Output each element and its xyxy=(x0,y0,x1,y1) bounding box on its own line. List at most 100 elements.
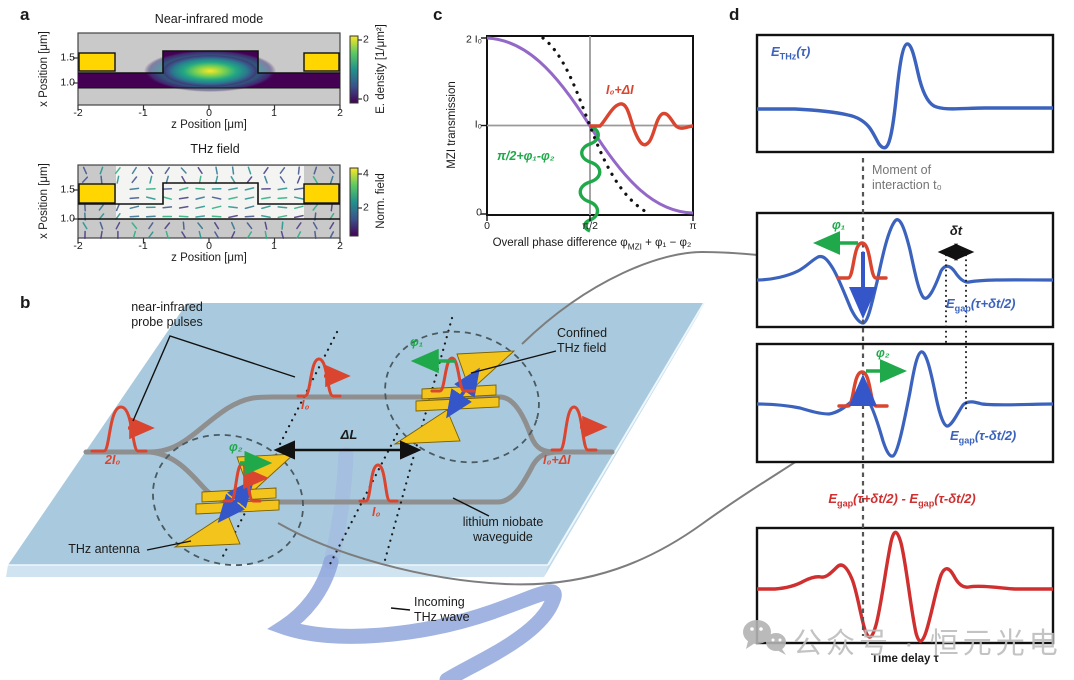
panel-label-a: a xyxy=(20,5,30,24)
plot-title: Near-infrared mode xyxy=(154,12,264,26)
red-wavelet-label: I₀+ΔI xyxy=(606,83,634,97)
waveform-boxes xyxy=(755,33,1055,645)
incoming-thz-wave xyxy=(267,447,562,680)
egap-plus-label: Egap(τ+δt/2) xyxy=(946,296,1016,314)
output-intensity: I₀+ΔI xyxy=(543,453,571,467)
incoming-thz-label: THz wave xyxy=(414,610,470,624)
x-tick: π/2 xyxy=(581,220,599,232)
difference-waveform xyxy=(757,530,1053,643)
x-tick: 2 xyxy=(337,107,343,119)
delta-t-guides xyxy=(945,249,967,413)
pulse-antenna-upper xyxy=(430,356,476,393)
sampling-pulse-plus xyxy=(836,241,888,280)
x-tick: 1 xyxy=(271,240,277,252)
nir-mode-plot xyxy=(73,32,362,110)
time-delay-label: Time delay τ xyxy=(871,653,939,665)
lower-intensity: I₀ xyxy=(372,505,381,519)
y-axis-label: MZI transmission xyxy=(445,81,458,169)
confined-field-arrow-upper xyxy=(446,367,480,419)
quiver-arrows xyxy=(81,166,335,240)
x-tick: -1 xyxy=(138,240,148,252)
colorbar-tick: 4 xyxy=(363,167,369,180)
x-tick: 0 xyxy=(206,107,212,119)
colorbar-label: E. density [1/μm²] xyxy=(374,24,387,114)
egap-minus-waveform xyxy=(756,350,1054,458)
y-tick: 0 xyxy=(476,206,482,219)
pulse-output xyxy=(550,405,598,452)
plot-title: THz field xyxy=(190,142,240,156)
phi2-label: φ₂ xyxy=(229,440,243,454)
waveguide-label: lithium niobate xyxy=(462,515,544,529)
colorbar-norm-field xyxy=(349,167,362,237)
red-wavelet xyxy=(590,102,694,147)
y-tick: 1.5 xyxy=(60,51,75,64)
antenna-ellipses xyxy=(152,330,540,567)
electrode-right xyxy=(303,183,340,204)
electrode-right xyxy=(303,52,340,72)
y-axis-label: x Position [μm] xyxy=(37,31,50,107)
phi2-label: φ₂ xyxy=(876,346,890,360)
x-tick: 1 xyxy=(271,107,277,119)
colorbar-tick: 0 xyxy=(363,92,369,105)
colorbar-tick: 2 xyxy=(363,201,369,214)
incoming-thz-label: Incoming xyxy=(414,595,465,609)
panel-label-b: b xyxy=(20,293,31,312)
input-intensity: 2I₀ xyxy=(105,453,121,467)
ethz-waveform xyxy=(757,42,1053,150)
panel-label-c: c xyxy=(433,5,443,24)
egap-minus-label: Egap(τ-δt/2) xyxy=(950,428,1017,446)
wechat-icon xyxy=(743,620,786,655)
confined-thz-label: Confined xyxy=(557,326,608,340)
pulse-input xyxy=(90,405,148,453)
x-tick: 0 xyxy=(484,220,490,232)
confined-thz-label: THz field xyxy=(557,341,607,355)
x-axis-label: z Position [μm] xyxy=(171,252,247,264)
difference-label: Egap(τ+δt/2) - Egap(τ-δt/2) xyxy=(828,491,976,509)
ethz-trace-label: ETHz(τ) xyxy=(771,44,811,62)
phi1-label: φ₁ xyxy=(832,218,846,232)
thz-field-plot xyxy=(73,164,362,243)
green-wavelet-label: π/2+φ₁-φ₂ xyxy=(497,149,555,163)
moment-label: Moment of xyxy=(872,163,932,177)
x-tick: -2 xyxy=(73,240,83,252)
egap-plus-waveform xyxy=(756,218,1054,325)
delta-t-label: δt xyxy=(949,223,963,238)
x-tick: π xyxy=(689,220,697,232)
y-tick: 2 I₀ xyxy=(465,33,482,46)
x-axis-label: Overall phase difference φMZI + φ₁ − φ₂ xyxy=(492,237,692,252)
y-tick: I₀ xyxy=(474,118,482,131)
probe-pulses-label: probe pulses xyxy=(131,315,203,329)
probe-pulses-label: near-infrared xyxy=(131,300,203,314)
pointer-lines xyxy=(132,335,557,611)
thz-antenna-label: THz antenna xyxy=(68,542,140,556)
panel-label-d: d xyxy=(729,5,740,24)
mzi-transmission-plot xyxy=(481,35,694,233)
electrode-left xyxy=(78,52,116,72)
pulse-direction-arrows xyxy=(128,364,608,490)
colorbar-label: Norm. field xyxy=(374,173,387,229)
electrode-left xyxy=(78,183,116,204)
upper-intensity: I₀ xyxy=(301,398,310,412)
moment-label: interaction t₀ xyxy=(872,178,942,192)
x-tick: -1 xyxy=(138,107,148,119)
chip xyxy=(6,302,705,577)
watermark-text: 公众号 · 恒元光电 xyxy=(793,628,1062,660)
connector-lower-antenna xyxy=(277,433,836,586)
box-difference xyxy=(755,526,1055,645)
x-tick: 0 xyxy=(206,240,212,252)
colorbar-e-density xyxy=(349,35,362,104)
delta-l-label: ΔL xyxy=(340,427,358,442)
y-axis-label: x Position [μm] xyxy=(37,163,50,239)
x-axis-label: z Position [μm] xyxy=(171,119,247,131)
y-tick: 1.0 xyxy=(60,212,75,225)
pulse-lower xyxy=(358,463,399,503)
y-tick: 1.0 xyxy=(60,76,75,89)
box-ethz xyxy=(755,33,1055,154)
y-tick: 1.5 xyxy=(60,183,75,196)
waveguide-label: waveguide xyxy=(473,530,533,544)
phi1-label: φ₁ xyxy=(410,335,424,349)
pulse-upper xyxy=(296,357,342,398)
colorbar-tick: 2 xyxy=(363,33,369,46)
